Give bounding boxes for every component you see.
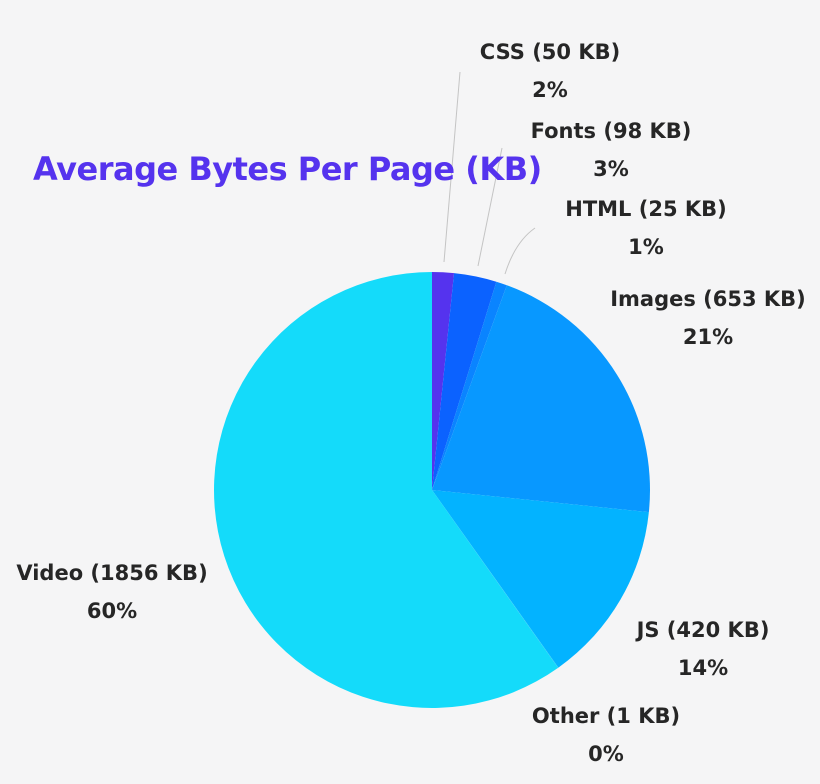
label-js: JS (420 KB) 14% [637, 611, 770, 687]
pie-slices [214, 272, 650, 709]
label-html-name: HTML (25 KB) [565, 197, 727, 221]
label-video-percent: 60% [86, 599, 138, 623]
label-fonts-name: Fonts (98 KB) [530, 119, 692, 143]
label-video: Video (1856 KB) 60% [16, 554, 207, 630]
pie-slice-js [432, 490, 649, 668]
label-js-name: JS (420 KB) [636, 618, 770, 642]
label-images-percent: 21% [682, 325, 734, 349]
label-html: HTML (25 KB) 1% [565, 190, 727, 266]
label-css-name: CSS (50 KB) [479, 40, 621, 64]
label-other-percent: 0% [588, 742, 624, 766]
pie-slice-images [432, 285, 650, 513]
pie-slice-fonts [432, 273, 497, 490]
label-html-percent: 1% [628, 235, 664, 259]
pie-slice-html [432, 281, 507, 490]
label-js-percent: 14% [677, 656, 729, 680]
html-leader-line [504, 227, 536, 275]
label-fonts: Fonts (98 KB) 3% [531, 112, 692, 188]
label-other: Other (1 KB) 0% [532, 697, 680, 773]
chart-title: Average Bytes Per Page (KB) [33, 150, 542, 188]
pie-slice-other [432, 490, 559, 668]
label-fonts-percent: 3% [593, 157, 629, 181]
fonts-leader-line [477, 147, 503, 267]
label-video-name: Video (1856 KB) [16, 561, 208, 585]
label-css-percent: 2% [532, 78, 568, 102]
leader-lines [443, 71, 536, 275]
css-leader-line [443, 71, 461, 263]
label-css: CSS (50 KB) 2% [480, 33, 620, 109]
label-images-name: Images (653 KB) [610, 287, 806, 311]
pie-slice-css [432, 272, 455, 490]
pie-slice-video [214, 272, 559, 709]
label-images: Images (653 KB) 21% [610, 280, 806, 356]
label-other-name: Other (1 KB) [531, 704, 681, 728]
